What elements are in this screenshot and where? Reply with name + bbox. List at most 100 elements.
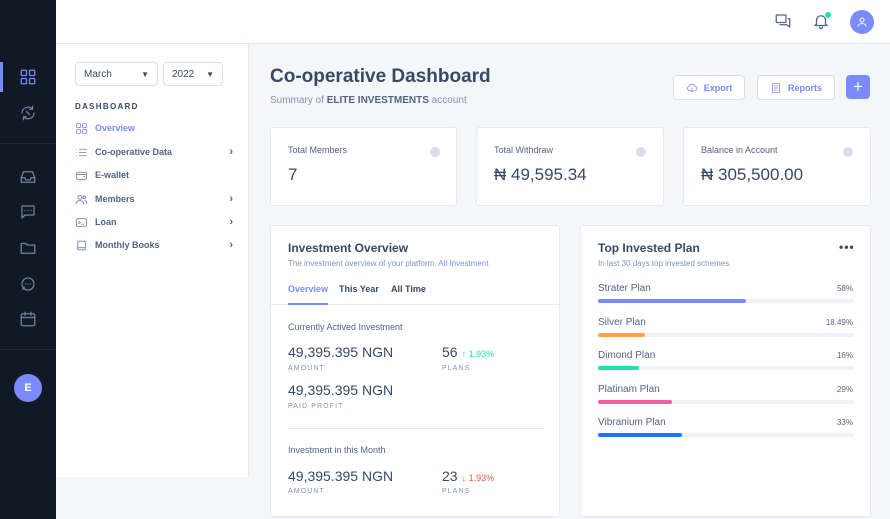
- month-select[interactable]: March ▼: [75, 62, 158, 86]
- more-options-icon[interactable]: •••: [839, 240, 855, 254]
- month-select-value: March: [84, 68, 112, 80]
- stat-value: 7: [288, 165, 298, 184]
- user-icon: [857, 17, 867, 27]
- plan-name: Vibranium Plan: [598, 417, 666, 429]
- sidebar-item-overview[interactable]: Overview: [75, 119, 233, 137]
- plan-name: Silver Plan: [598, 316, 646, 328]
- plans-value: 23: [442, 468, 458, 484]
- info-icon[interactable]: [843, 147, 853, 157]
- page-subtitle: Summary of ELITE INVESTMENTS account: [270, 95, 467, 106]
- top-header: [56, 0, 890, 44]
- list-icon: [75, 146, 88, 159]
- plan-progress-track: [598, 332, 854, 337]
- export-button[interactable]: Export: [673, 75, 745, 100]
- sidebar-item-label: Monthly Books: [95, 240, 160, 250]
- sidebar-item-monthly-books[interactable]: Monthly Books ›: [75, 236, 233, 254]
- tab-overview[interactable]: Overview: [288, 284, 329, 305]
- card-subtitle: The investment overview of your platform…: [288, 259, 489, 268]
- calendar-icon[interactable]: [16, 307, 40, 331]
- rail-active-indicator: [0, 62, 3, 92]
- stat-card-total-withdraw: Total Withdraw ₦ 49,595.34: [476, 127, 664, 206]
- overview-tabs: Overview This Year All Time: [271, 278, 559, 305]
- chat-icon[interactable]: [774, 12, 794, 32]
- plan-progress-fill: [598, 433, 683, 438]
- rail-divider: [0, 349, 56, 350]
- sidebar: March ▼ 2022 ▼ DASHBOARD Overview Co-ope…: [56, 44, 249, 477]
- add-button[interactable]: +: [846, 75, 870, 99]
- plan-percent: 58%: [836, 284, 853, 293]
- plan-percent: 18.49%: [825, 317, 853, 327]
- rail-avatar[interactable]: E: [14, 374, 42, 402]
- folder-icon[interactable]: [16, 236, 40, 260]
- card-subtitle-text: The investment overview of your platform…: [288, 259, 437, 268]
- current-plans: 56 ↑ 1.93%: [442, 344, 494, 360]
- dashboard-icon: [75, 122, 88, 135]
- wallet-icon: [75, 169, 88, 182]
- chevron-down-icon: ▼: [141, 69, 149, 79]
- plans-label: PLANS: [442, 488, 471, 495]
- reports-label: Reports: [787, 82, 822, 93]
- stat-label: Balance in Account: [701, 145, 778, 155]
- amount-label: AMOUNT: [288, 488, 325, 495]
- card-title: Investment Overview: [288, 241, 409, 255]
- sidebar-item-label: Overview: [95, 123, 136, 133]
- month-plans: 23 ↓ 1.93%: [442, 468, 494, 484]
- report-icon: [772, 82, 780, 93]
- chevron-down-icon: ▼: [206, 69, 214, 79]
- plan-progress-fill: [598, 332, 646, 337]
- tab-this-year[interactable]: This Year: [339, 284, 379, 294]
- plan-progress-track: [598, 433, 854, 438]
- chat-icon[interactable]: [16, 272, 40, 296]
- sidebar-section-title: DASHBOARD: [75, 102, 139, 111]
- chevron-right-icon: ›: [229, 239, 233, 251]
- month-amount: 49,395.395 NGN: [288, 468, 394, 484]
- sidebar-item-cooperative-data[interactable]: Co-operative Data ›: [75, 143, 233, 161]
- icon-rail: E: [0, 0, 56, 519]
- sidebar-item-e-wallet[interactable]: E-wallet: [75, 166, 233, 184]
- section-divider: [288, 428, 544, 429]
- plans-change-down: ↓ 1.93%: [461, 473, 495, 483]
- sidebar-item-label: Co-operative Data: [95, 147, 173, 157]
- chevron-right-icon: ›: [229, 216, 233, 228]
- card-title: Top Invested Plan: [598, 241, 700, 255]
- plan-name: Dimond Plan: [598, 350, 656, 362]
- plan-progress-fill: [598, 399, 673, 404]
- year-select[interactable]: 2022 ▼: [163, 62, 223, 86]
- chevron-right-icon: ›: [229, 193, 233, 205]
- card-subtitle: In last 30 days top invested schemes.: [598, 259, 732, 268]
- plan-percent: 29%: [836, 384, 853, 394]
- bell-icon[interactable]: [812, 12, 832, 32]
- reports-button[interactable]: Reports: [757, 75, 835, 100]
- sidebar-item-label: Members: [95, 194, 135, 204]
- amount-label: AMOUNT: [288, 365, 325, 372]
- sidebar-item-loan[interactable]: Loan ›: [75, 213, 233, 231]
- info-icon[interactable]: [636, 147, 646, 157]
- stat-value: ₦ 305,500.00: [701, 165, 804, 184]
- user-avatar[interactable]: [850, 10, 874, 34]
- notification-dot: [825, 12, 831, 18]
- plans-value: 56: [442, 344, 458, 360]
- stat-value: ₦ 49,595.34: [494, 165, 587, 184]
- tab-all-time[interactable]: All Time: [391, 284, 426, 294]
- company-name: ELITE INVESTMENTS: [326, 95, 429, 106]
- transfer-icon[interactable]: [16, 101, 40, 125]
- stat-label: Total Members: [288, 145, 348, 155]
- plan-progress-fill: [598, 366, 639, 371]
- chevron-right-icon: ›: [229, 146, 233, 158]
- all-investment-link[interactable]: All Investment: [438, 259, 489, 268]
- stat-label: Total Withdraw: [494, 145, 554, 155]
- paid-profit-value: 49,395.395 NGN: [288, 382, 394, 398]
- inbox-icon[interactable]: [16, 165, 40, 189]
- message-icon[interactable]: [16, 200, 40, 224]
- cloud-download-icon: [686, 83, 698, 92]
- page-title: Co-operative Dashboard: [270, 66, 491, 87]
- rail-divider: [0, 143, 56, 144]
- sidebar-item-members[interactable]: Members ›: [75, 190, 233, 208]
- dashboard-icon[interactable]: [16, 65, 40, 89]
- sidebar-item-label: E-wallet: [95, 170, 130, 180]
- paid-profit-label: PAID PROFIT: [288, 403, 344, 410]
- plan-name: Platinam Plan: [598, 383, 660, 395]
- info-icon[interactable]: [430, 147, 440, 157]
- subtitle-prefix: Summary of: [270, 95, 327, 106]
- plan-name: Strater Plan: [598, 283, 651, 294]
